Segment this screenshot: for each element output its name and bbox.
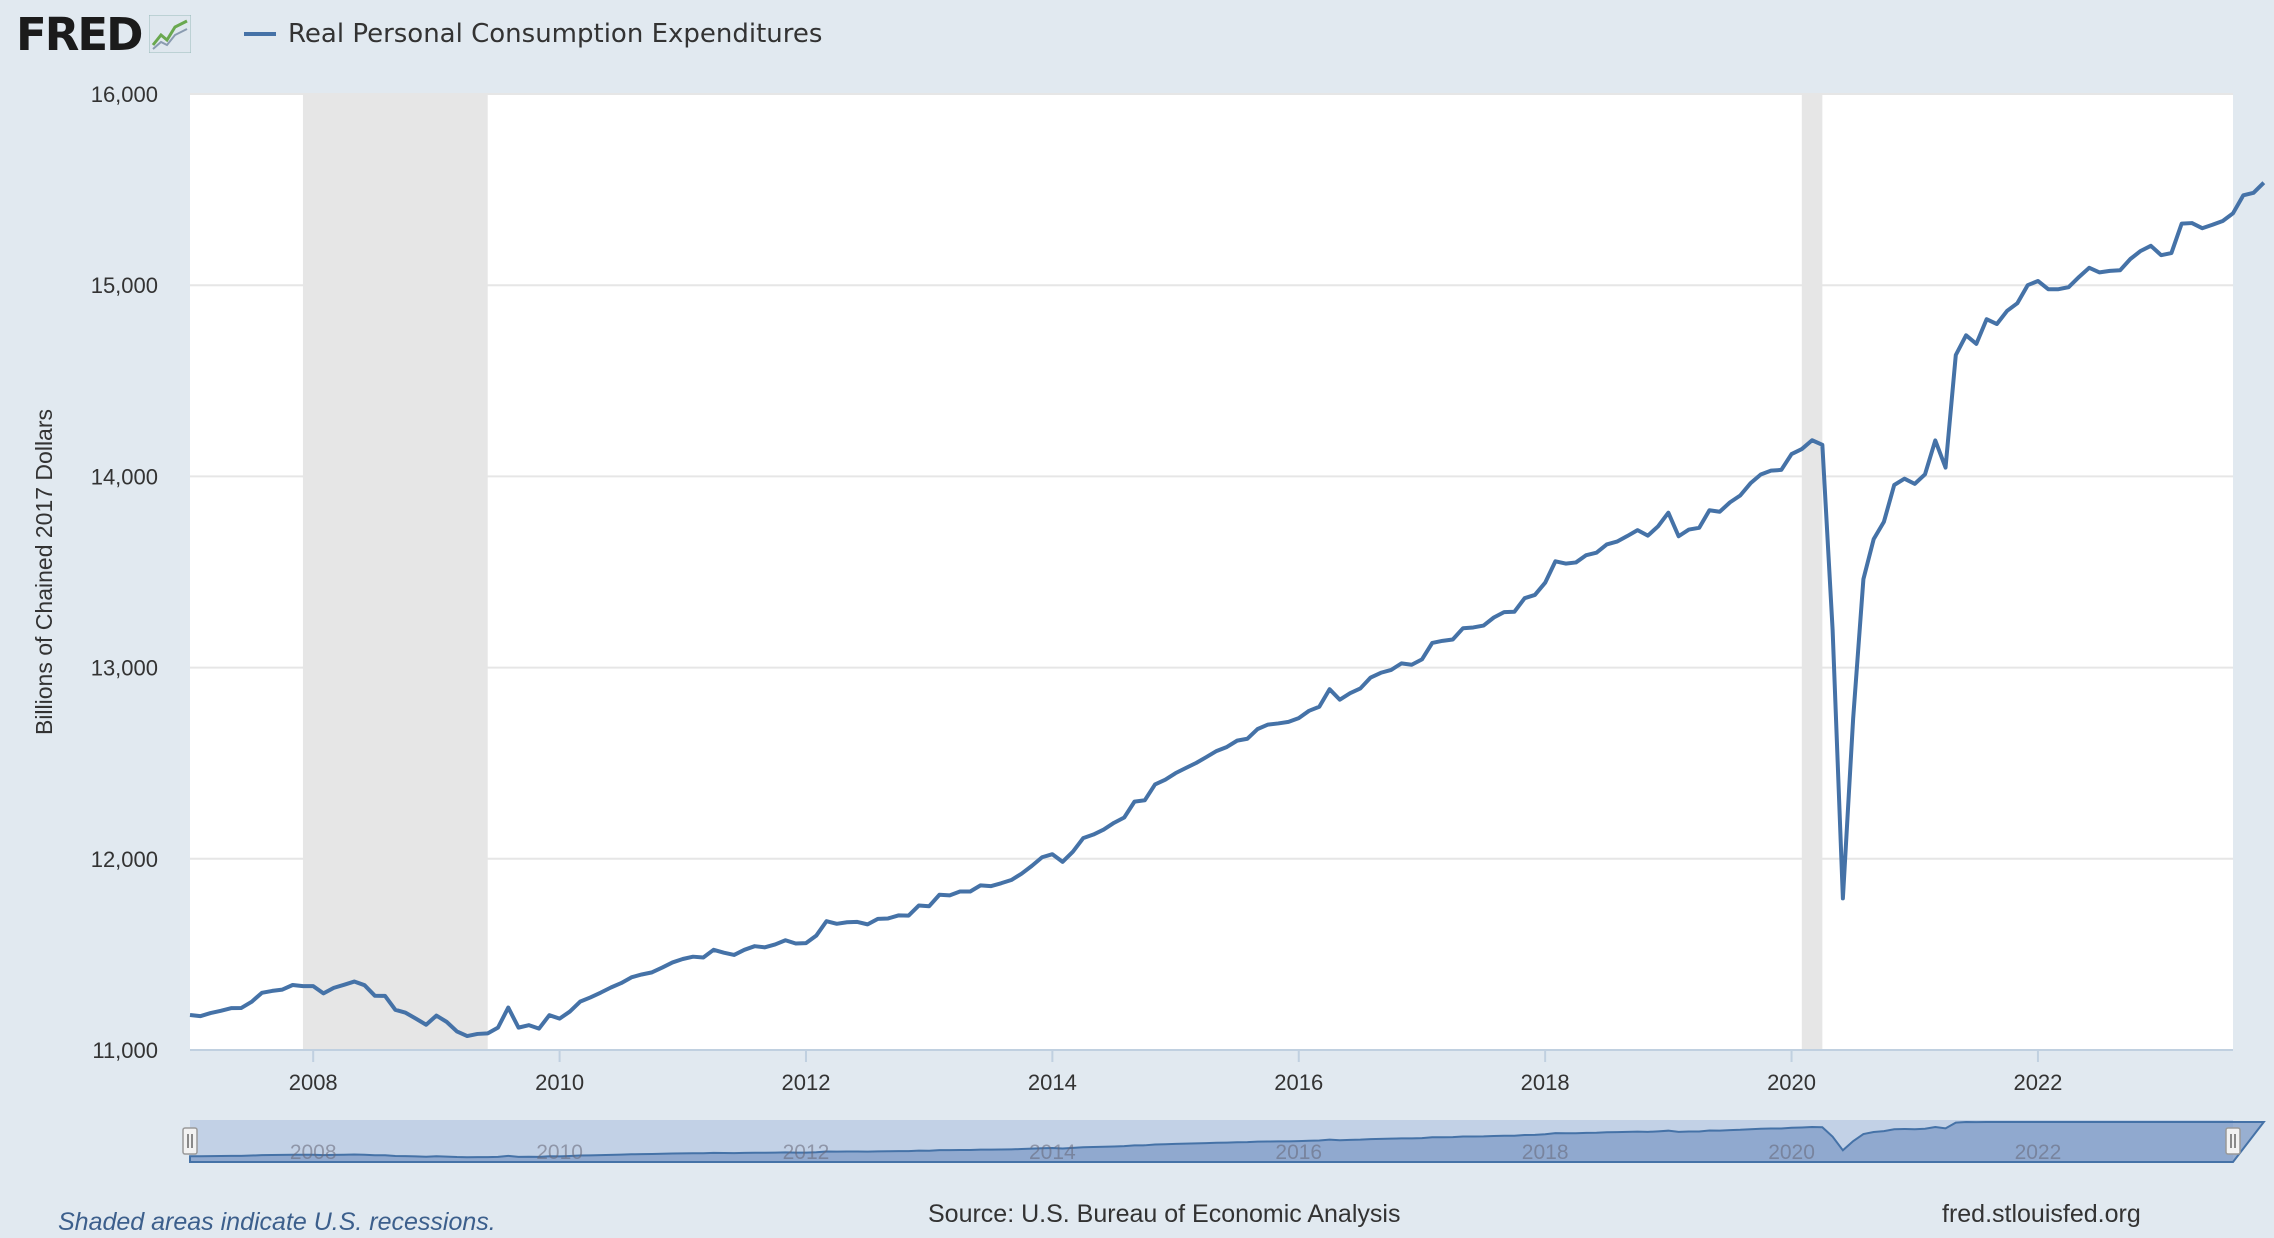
recession-note: Shaded areas indicate U.S. recessions. — [58, 1208, 496, 1236]
navigator-tick-label: 2018 — [1522, 1141, 1569, 1164]
navigator-tick-label: 2020 — [1768, 1141, 1815, 1164]
y-tick-label: 12,000 — [91, 847, 158, 872]
x-tick-label: 2014 — [1028, 1070, 1077, 1095]
x-tick-label: 2012 — [782, 1070, 831, 1095]
navigator-tick-label: 2016 — [1275, 1141, 1322, 1164]
source-note: Source: U.S. Bureau of Economic Analysis — [928, 1200, 1401, 1228]
source-url-link[interactable]: fred.stlouisfed.org — [1942, 1200, 2141, 1228]
plot-background — [190, 94, 2233, 1050]
series-line — [189, 181, 2266, 1039]
y-tick-label: 14,000 — [91, 464, 158, 489]
x-tick-label: 2020 — [1767, 1070, 1816, 1095]
x-tick-label: 2016 — [1274, 1070, 1323, 1095]
legend-series-swatch — [244, 32, 276, 36]
y-tick-label: 15,000 — [91, 273, 158, 298]
navigator-series — [189, 1120, 2266, 1163]
fred-logo[interactable]: FRED — [16, 7, 192, 61]
navigator-left-handle[interactable] — [182, 1127, 198, 1155]
y-tick-label: 13,000 — [91, 656, 158, 681]
x-tick-label: 2008 — [289, 1070, 338, 1095]
chart-line-icon — [149, 15, 192, 53]
navigator-tick-label: 2022 — [2015, 1141, 2062, 1164]
navigator-tick-label: 2012 — [783, 1141, 830, 1164]
recession-band — [302, 94, 488, 1050]
y-axis-label: Billions of Chained 2017 Dollars — [31, 409, 57, 735]
y-tick-label: 16,000 — [91, 82, 158, 107]
navigator-tick-label: 2010 — [536, 1141, 583, 1164]
legend-series-label: Real Personal Consumption Expenditures — [288, 19, 823, 49]
navigator-tick-label: 2008 — [290, 1141, 337, 1164]
handle-grip[interactable] — [182, 1127, 198, 1155]
x-tick-label: 2022 — [2013, 1070, 2062, 1095]
fred-logo-text: FRED — [16, 7, 143, 61]
x-tick-label: 2010 — [535, 1070, 584, 1095]
handle-grip[interactable] — [2225, 1127, 2241, 1155]
x-tick-label: 2018 — [1521, 1070, 1570, 1095]
navigator-tick-label: 2014 — [1029, 1141, 1076, 1164]
chart-legend[interactable]: Real Personal Consumption Expenditures — [244, 16, 822, 52]
recession-band — [1801, 94, 1823, 1050]
y-tick-label: 11,000 — [92, 1038, 158, 1063]
navigator-right-handle[interactable] — [2225, 1127, 2241, 1155]
